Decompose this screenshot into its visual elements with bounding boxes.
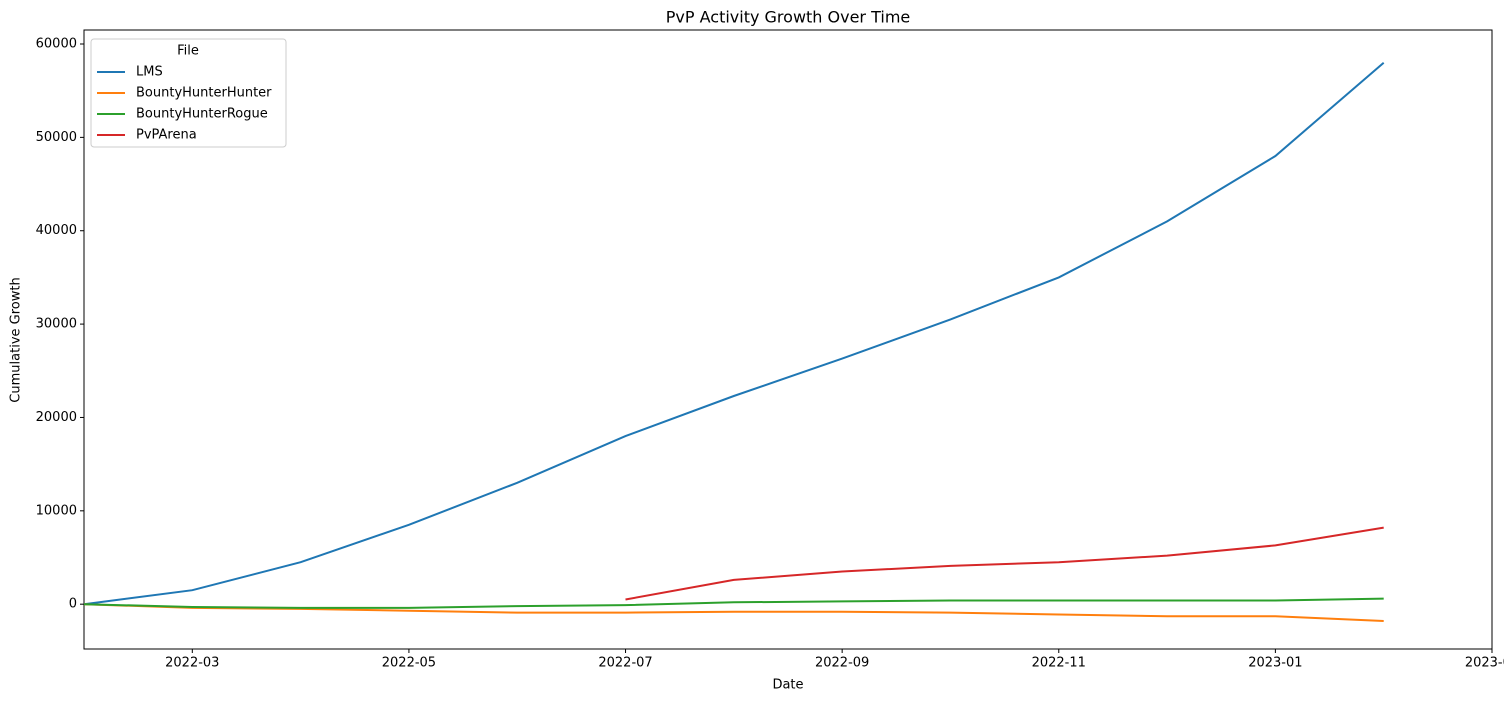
y-tick-label: 50000	[36, 130, 77, 145]
legend-label: LMS	[136, 65, 163, 80]
y-tick-label: 20000	[36, 410, 77, 425]
series-line	[83, 61, 1385, 606]
legend-label: PvPArena	[136, 128, 197, 143]
legend-label: BountyHunterRogue	[136, 107, 268, 122]
legend-label: BountyHunterHunter	[136, 86, 272, 101]
x-tick-label: 2023-01	[1248, 656, 1302, 671]
y-tick-label: 30000	[36, 317, 77, 332]
y-tick-label: 40000	[36, 223, 77, 238]
plot-frame	[83, 29, 1493, 650]
x-tick-label: 2022-05	[382, 656, 436, 671]
x-tick-label: 2023-03	[1465, 656, 1504, 671]
series-line	[625, 526, 1384, 601]
y-tick-label: 0	[69, 597, 77, 612]
x-tick-label: 2022-11	[1032, 656, 1086, 671]
y-tick-label: 60000	[36, 37, 77, 52]
x-tick-label: 2022-03	[165, 656, 219, 671]
y-tick-label: 10000	[36, 503, 77, 518]
series-line	[83, 603, 1384, 622]
x-axis-label: Date	[772, 678, 803, 693]
x-tick-label: 2022-07	[598, 656, 652, 671]
y-axis-label: Cumulative Growth	[9, 277, 24, 402]
chart-title: PvP Activity Growth Over Time	[666, 8, 911, 27]
series-line	[83, 597, 1384, 609]
legend-box	[90, 38, 287, 148]
x-tick-label: 2022-09	[815, 656, 869, 671]
legend-title: File	[177, 44, 199, 59]
